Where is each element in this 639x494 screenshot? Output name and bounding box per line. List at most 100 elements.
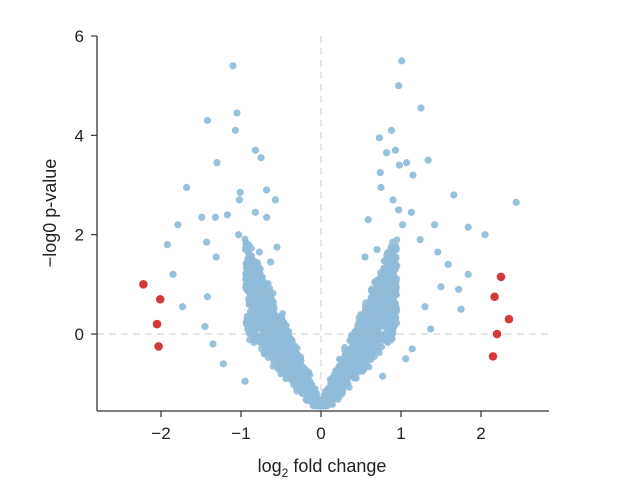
background-point [378, 343, 386, 351]
data-point [464, 223, 472, 231]
background-point [277, 370, 285, 378]
data-point [231, 126, 239, 134]
background-point [314, 401, 322, 408]
background-point [305, 368, 312, 376]
background-point [282, 352, 289, 359]
data-point [241, 377, 249, 385]
background-point [248, 244, 255, 252]
background-point [297, 357, 305, 364]
background-point [270, 330, 278, 338]
significant-point [488, 352, 498, 361]
background-point [245, 265, 253, 272]
background-point [272, 319, 280, 327]
data-point [376, 168, 384, 177]
background-point [292, 377, 300, 384]
data-point [434, 248, 442, 256]
background-point [324, 391, 332, 399]
background-point [392, 246, 400, 254]
background-point [260, 328, 268, 336]
background-point [258, 300, 266, 308]
background-point [242, 270, 250, 278]
background-point [293, 361, 300, 369]
data-point [395, 206, 403, 214]
data-point [383, 149, 391, 157]
background-point [390, 269, 398, 277]
background-point [382, 302, 390, 310]
data-point [211, 213, 219, 221]
background-point [345, 383, 353, 391]
data-point [398, 57, 406, 65]
axes [96, 36, 549, 412]
background-point [279, 309, 286, 317]
background-point [289, 346, 297, 354]
background-point [334, 387, 342, 395]
data-point [361, 253, 369, 261]
data-point [409, 171, 417, 179]
data-point [424, 156, 432, 164]
data-point [450, 191, 458, 199]
data-point [273, 243, 281, 251]
background-point [388, 255, 396, 262]
background-point [357, 311, 365, 318]
data-point [183, 183, 191, 192]
background-point [344, 355, 352, 362]
background-point [388, 283, 396, 291]
background-point [265, 290, 273, 298]
background-point [255, 283, 263, 291]
x-tick-label: −1 [231, 424, 250, 443]
data-point [417, 104, 425, 112]
data-point [203, 238, 211, 246]
data-point [395, 82, 403, 90]
background-point [337, 378, 345, 386]
data-point [201, 322, 209, 331]
background-point [249, 333, 257, 341]
background-point [351, 363, 359, 371]
background-point [380, 257, 388, 265]
x-tick-label: 2 [476, 424, 485, 443]
data-point [233, 109, 241, 117]
significant-point [154, 342, 163, 351]
y-tick-label: 6 [75, 27, 84, 46]
background-point [268, 324, 276, 332]
background-point [355, 322, 363, 330]
background-point [304, 378, 311, 386]
data-point [163, 241, 171, 249]
x-tick-label: −2 [151, 424, 170, 443]
background-point [376, 274, 384, 282]
data-point [179, 303, 187, 311]
background-point [245, 301, 253, 309]
background-point [266, 311, 274, 319]
significant-point [492, 329, 502, 339]
background-point [258, 316, 266, 324]
background-point [390, 288, 398, 296]
background-point [277, 334, 285, 342]
background-point [372, 308, 380, 316]
background-point [372, 338, 380, 346]
data-point [263, 186, 271, 194]
data-point [385, 275, 393, 283]
background-point [309, 402, 317, 410]
background-point [381, 268, 388, 275]
background-point [255, 332, 263, 340]
x-tick-label: 0 [316, 424, 325, 443]
background-point [269, 303, 277, 310]
background-point [264, 319, 272, 326]
background-point [382, 287, 389, 295]
y-axis-label: −log0 p-value [40, 159, 60, 268]
background-point [344, 374, 351, 382]
data-point [169, 270, 177, 279]
background-point [292, 368, 300, 375]
data-point [395, 161, 403, 169]
data-point [444, 260, 452, 269]
background-point [250, 289, 258, 297]
background-point [377, 295, 384, 303]
background-point [248, 319, 255, 327]
background-point [287, 337, 295, 345]
data-point [407, 208, 415, 216]
background-point [352, 374, 360, 382]
background-point [282, 322, 290, 329]
background-point [389, 298, 396, 306]
point-cloud [241, 235, 401, 410]
data-point [235, 196, 243, 204]
background-point [365, 363, 373, 371]
